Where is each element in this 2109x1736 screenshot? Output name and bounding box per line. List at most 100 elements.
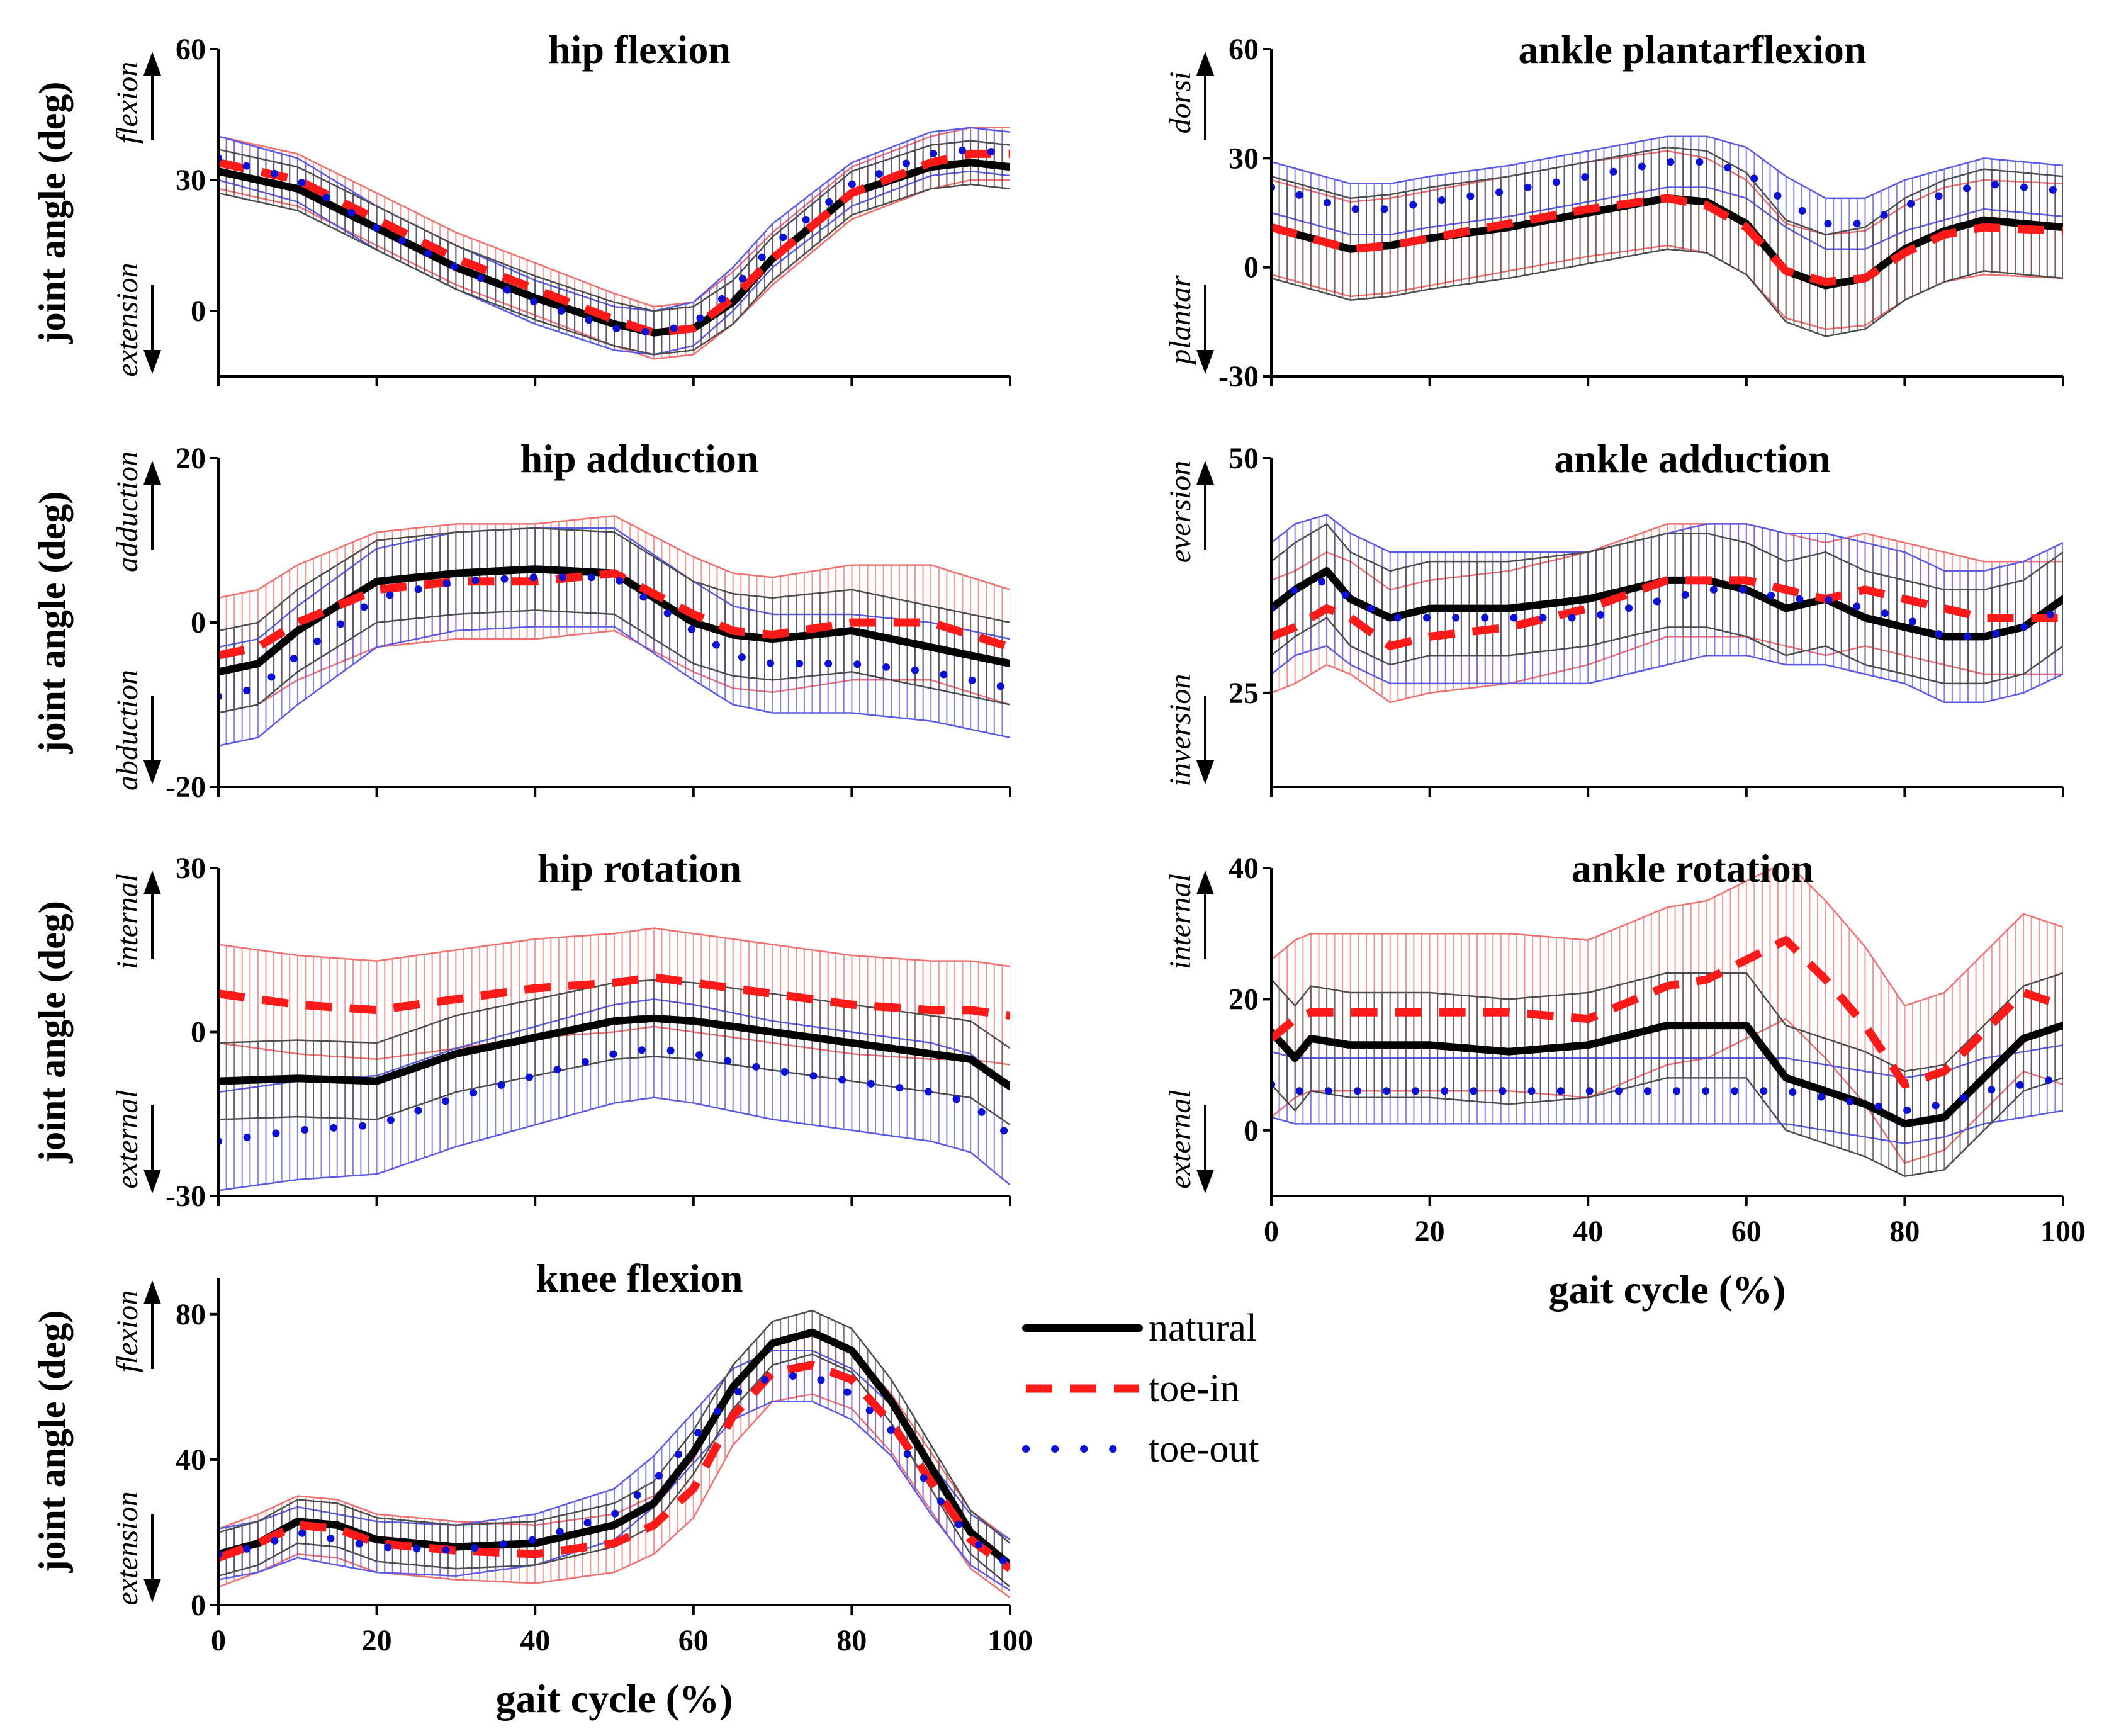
direction-up-arrow-icon [143,52,161,140]
direction-down-label: extension [111,1491,144,1605]
y-tick-label: 30 [1229,142,1259,175]
direction-down-label: inversion [1164,674,1197,787]
x-tick-label: 80 [1889,1215,1920,1248]
series-line-toe-in [1271,936,2063,1089]
y-tick-label: 40 [176,1443,206,1477]
sd-lower-toe-in [218,1393,1010,1599]
y-tick-label: 0 [191,1589,206,1622]
x-tick-label: 40 [1573,1215,1603,1248]
direction-down-label: external [1164,1090,1197,1188]
direction-up-label: flexion [111,1290,144,1373]
x-tick-label: 0 [211,1624,226,1657]
x-tick-label: 20 [1415,1215,1445,1248]
legend-item-toe-out: toe-out [1022,1428,1259,1470]
direction-down-arrow-icon [1196,1105,1214,1193]
y-tick-label: 20 [1229,983,1259,1016]
plot-area [218,927,1010,1192]
direction-down-label: abduction [111,670,144,791]
direction-up-arrow-icon [1196,871,1214,959]
direction-down-arrow-icon [1196,696,1214,784]
sd-upper-natural [218,140,1010,312]
direction-down-arrow-icon [143,696,161,784]
sd-upper-toe-in [218,927,1010,967]
panel-ankle-adduction: 25 50 ankle adduction eversion inversion [1164,436,2064,797]
y-tick-label: -30 [1218,360,1259,393]
sd-lower-natural [1271,616,2063,685]
plot-area [1271,135,2063,337]
direction-up-arrow-icon [143,1280,161,1369]
sd-lower-natural [1271,1077,2063,1177]
sd-lower-toe-out [1271,645,2063,704]
plot-area [1271,868,2063,1177]
y-tick-label: 0 [1244,251,1259,285]
panel-hip-adduction: -20 0 20 hip adduction joint angle (deg) addu… [31,436,1011,804]
sd-upper-toe-out [218,1350,1010,1541]
y-tick-label: 25 [1229,677,1259,710]
series-line-toe-in [218,1361,1010,1572]
direction-up-arrow-icon [143,871,161,959]
y-tick-label: 0 [191,1016,206,1049]
legend-item-natural: natural [1022,1307,1257,1350]
panel-title: ankle rotation [1572,846,1814,891]
y-tick-label: 60 [176,33,206,66]
y-tick-label: 50 [1229,442,1259,475]
y-tick-label: 80 [176,1298,206,1331]
sd-lower-natural [1271,248,2063,337]
sd-upper-toe-out [218,527,1010,648]
panel-hip-rotation: -30 0 30 hip rotation joint angle (deg) inter… [31,846,1011,1213]
legend-label: toe-out [1149,1428,1259,1470]
x-tick-label: 20 [362,1624,392,1657]
sd-lower-toe-out [218,626,1010,747]
direction-down-arrow-icon [143,1105,161,1193]
sd-upper-toe-in [218,515,1010,599]
series-line-toe-out [218,145,1010,337]
panel-title: hip adduction [520,436,759,481]
direction-up-arrow-icon [1196,461,1214,550]
series-line-toe-out [1271,158,2063,228]
panel-knee-flexion: 0 40 80 0 20 40 60 80 100 knee flexion gait cycle … [31,1256,1033,1721]
x-axis-label: gait cycle (%) [496,1676,733,1721]
x-tick-label: 60 [1731,1215,1762,1248]
plot-area [218,515,1010,747]
y-tick-label: 0 [191,606,206,640]
panel-title: knee flexion [536,1256,743,1300]
sd-upper-natural [1271,146,2063,235]
series-line-natural [1271,1022,2063,1128]
plot-area [218,1309,1010,1599]
legend: natural toe-in toe-out [1022,1307,1259,1470]
series-line-toe-in [218,973,1010,1020]
x-tick-label: 80 [836,1624,867,1657]
sd-upper-toe-in [218,127,1010,308]
sd-lower-toe-out [218,1096,1010,1192]
series-line-toe-in [218,149,1010,337]
sd-upper-toe-out [1271,135,2063,200]
sd-lower-natural [218,1056,1010,1126]
direction-down-label: extension [111,262,144,376]
y-tick-label: -30 [166,1180,206,1213]
sd-lower-toe-in [218,629,1010,714]
sd-upper-natural [218,1309,1010,1544]
direction-up-label: internal [1164,874,1197,969]
panel-title: ankle adduction [1554,436,1830,481]
direction-down-label: external [111,1090,144,1188]
panel-ankle-plantarflexion: -30 0 30 60 ankle plantarflexion dorsi plantar [1164,27,2064,393]
x-tick-label: 40 [520,1624,550,1657]
panel-hip-flexion: 0 30 60 hip flexion joint angle (deg) flexion… [31,27,1011,386]
sd-lower-natural [218,183,1010,356]
direction-down-label: plantar [1164,275,1197,366]
sd-lower-toe-out [218,170,1010,356]
y-tick-label: 0 [191,295,206,328]
direction-down-arrow-icon [143,285,161,374]
sd-lower-toe-out [1271,1110,2063,1144]
direction-up-label: flexion [111,62,144,144]
series-line-toe-out [218,1372,1010,1569]
direction-up-label: internal [111,874,144,969]
plot-area [218,127,1010,360]
panels: 0 30 60 hip flexion joint angle (deg) flexion… [31,27,2086,1721]
sd-upper-natural [1271,522,2063,591]
sd-upper-toe-in [1271,868,2063,1007]
y-axis-label: joint angle (deg) [31,901,73,1164]
x-tick-label: 100 [987,1624,1033,1657]
x-axis-label: gait cycle (%) [1549,1267,1786,1312]
